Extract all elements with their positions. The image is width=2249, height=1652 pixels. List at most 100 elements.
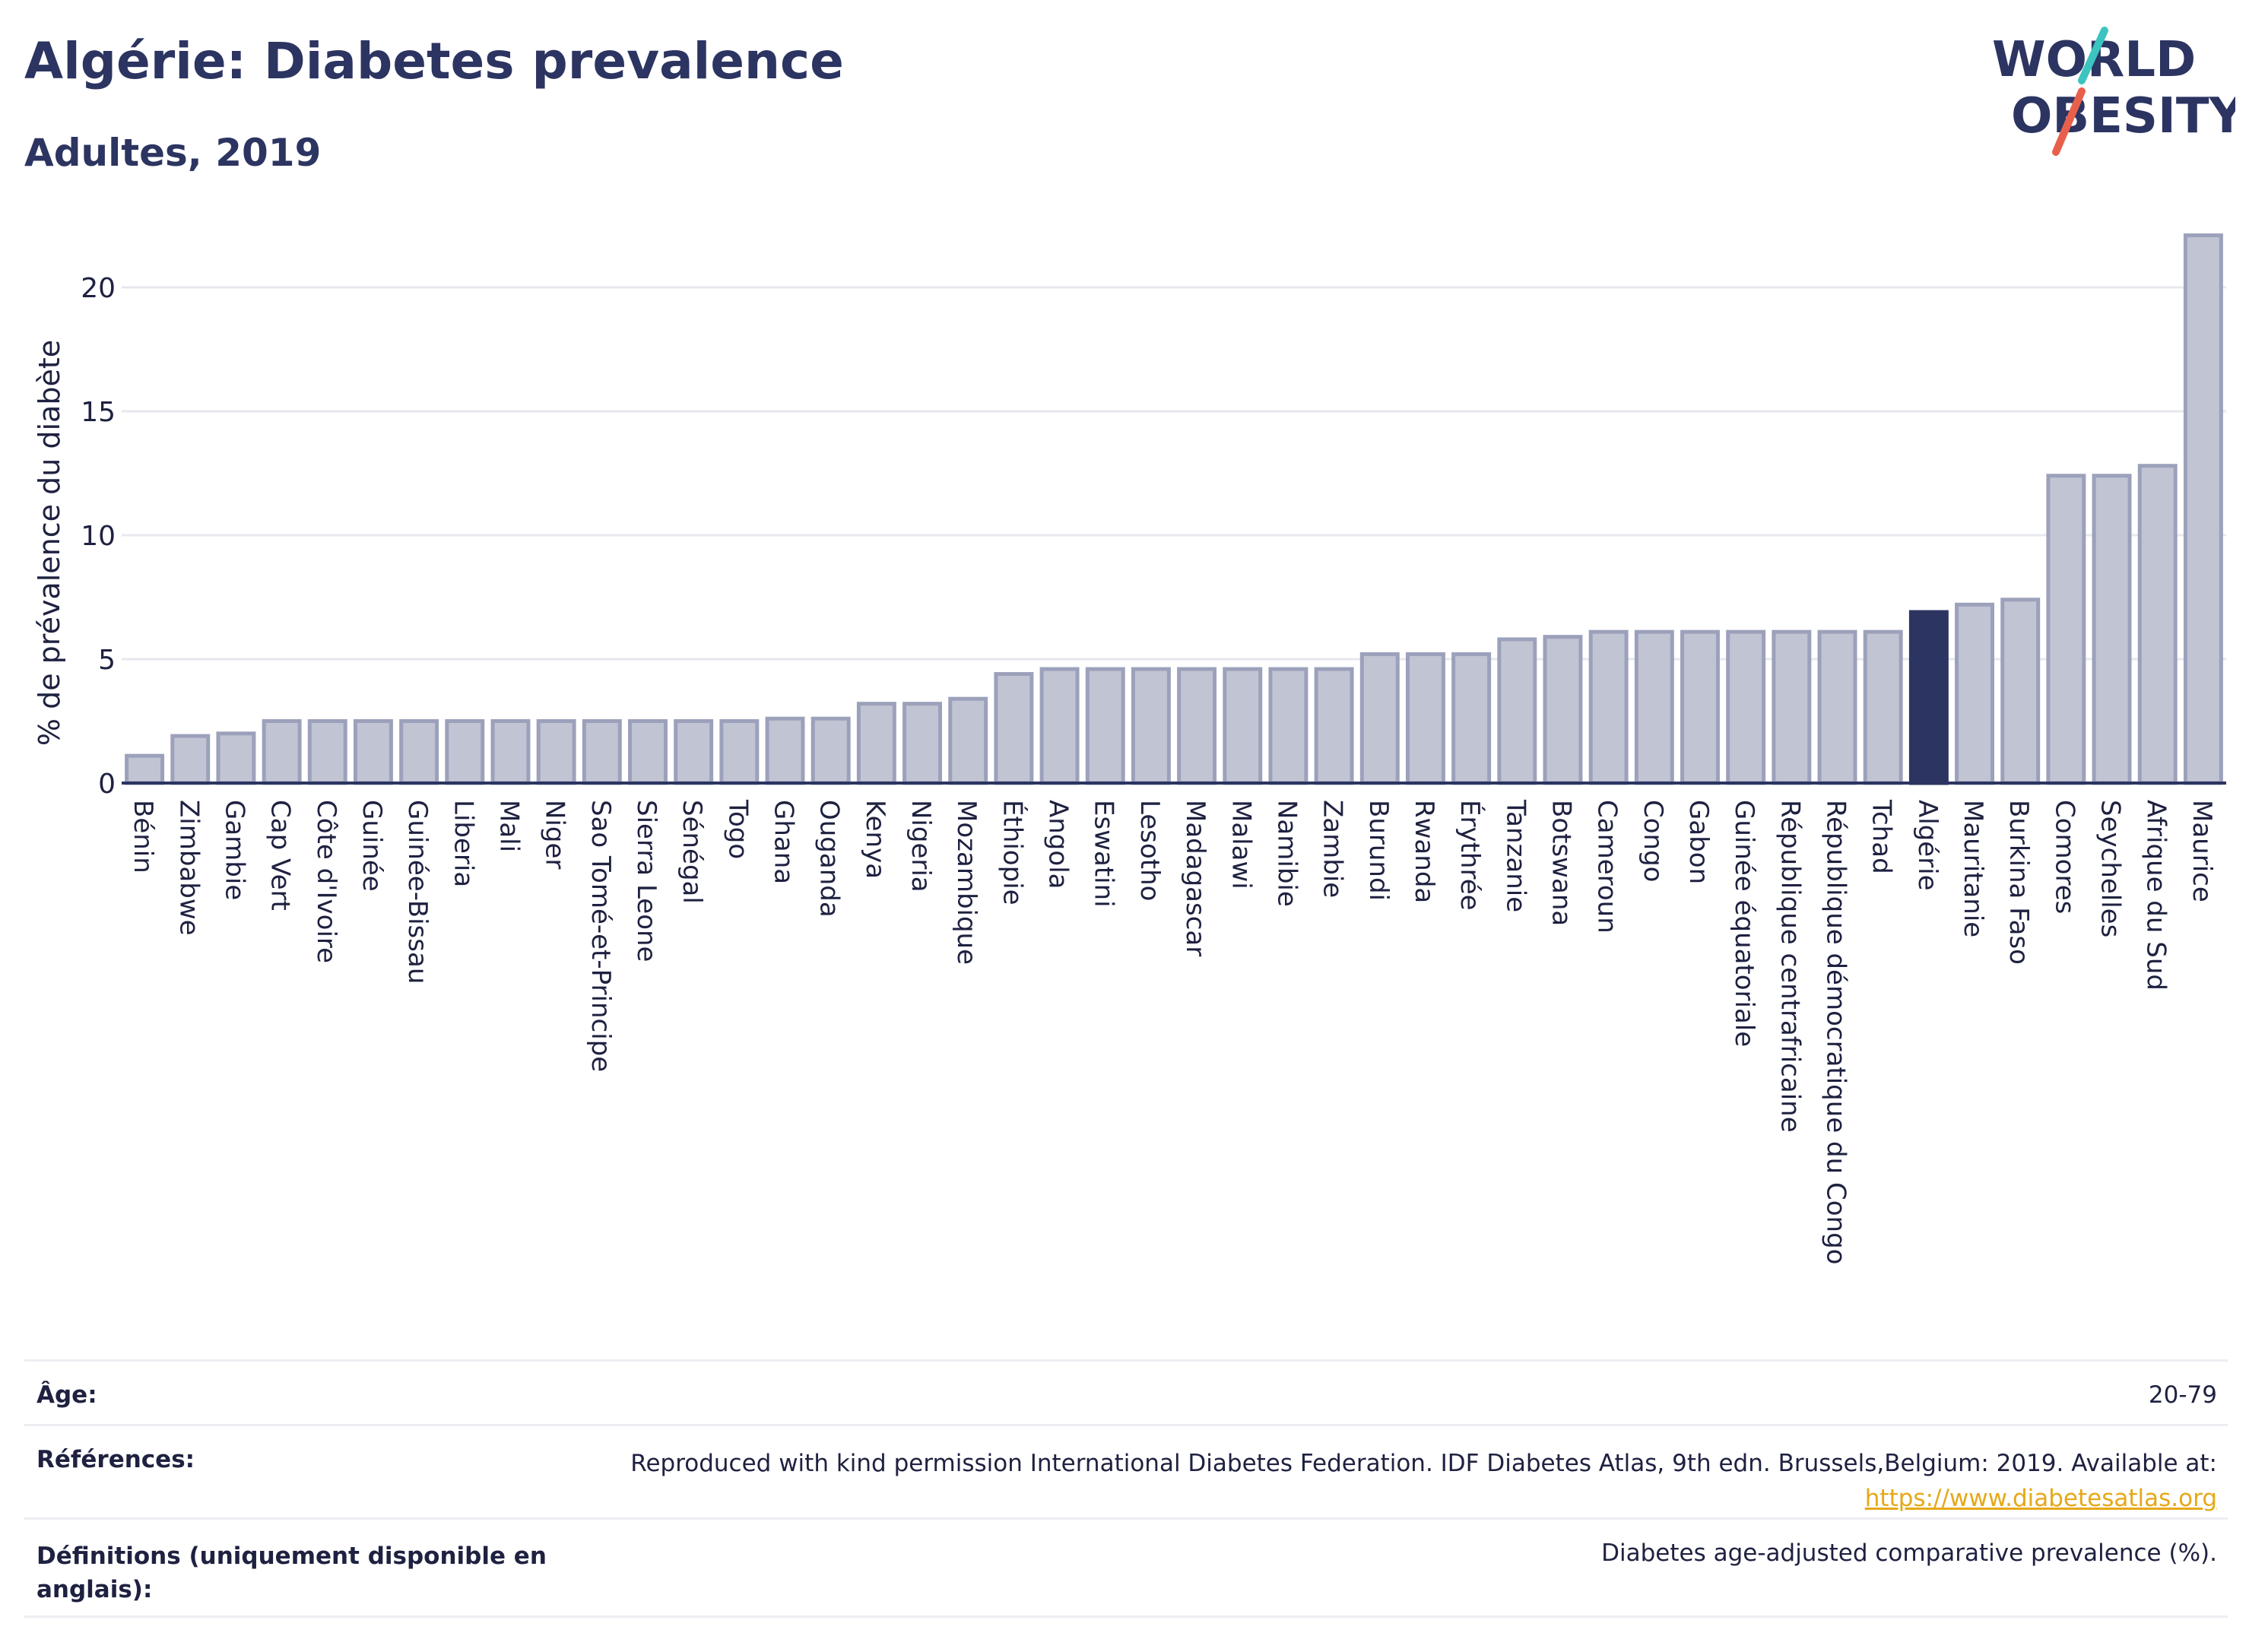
bar[interactable] [1543, 635, 1583, 785]
x-tick-label: Madagascar [1180, 800, 1210, 956]
x-tick-label: Sao Tomé-et-Principe [585, 800, 616, 1072]
bar[interactable] [628, 719, 668, 785]
x-tick-label: Guinée [357, 800, 387, 892]
references-text: Reproduced with kind permission Internat… [630, 1446, 2217, 1516]
bar[interactable] [1131, 667, 1171, 785]
x-tick-label: Sénégal [677, 800, 707, 904]
bar[interactable] [490, 719, 531, 785]
bar[interactable] [170, 734, 211, 785]
bar[interactable] [1314, 667, 1354, 785]
bar[interactable] [125, 753, 165, 785]
references-body: Reproduced with kind permission Internat… [630, 1450, 2217, 1477]
x-tick-label: Tanzanie [1500, 799, 1531, 912]
bar[interactable] [2046, 474, 2086, 785]
logo-slash-teal [2078, 27, 2108, 84]
y-tick-labels: 0 5 10 15 20 [81, 273, 116, 800]
bar[interactable] [307, 719, 347, 785]
bar[interactable] [1817, 629, 1857, 785]
x-tick-label: Bénin [128, 800, 158, 874]
bar[interactable] [856, 702, 896, 785]
bar[interactable] [1085, 667, 1125, 785]
age-value: 20-79 [2148, 1381, 2217, 1409]
bar[interactable] [1588, 629, 1629, 785]
bar[interactable] [674, 719, 714, 785]
x-tick-label: Gabon [1683, 800, 1714, 884]
bar[interactable] [262, 719, 302, 785]
x-tick-label: Zimbabwe [173, 800, 204, 936]
x-tick-label: Mozambique [951, 800, 982, 965]
bar[interactable] [2092, 474, 2132, 785]
x-tick-label: Angola [1043, 800, 1074, 889]
bar[interactable] [216, 731, 256, 785]
bar[interactable] [719, 719, 760, 785]
bar[interactable] [1268, 667, 1308, 785]
x-tick-label: Namibie [1271, 800, 1302, 907]
bar[interactable] [1863, 629, 1903, 785]
y-tick-label: 0 [98, 769, 116, 800]
bar[interactable] [994, 672, 1034, 785]
bar[interactable] [1680, 629, 1720, 785]
footer-table: Âge: 20-79 Références: Reproduced with k… [24, 1359, 2228, 1618]
x-tick-label: Eswatini [1089, 800, 1119, 908]
bars [125, 233, 2223, 785]
x-tick-label: Burkina Faso [2003, 800, 2034, 965]
y-tick-label: 5 [98, 645, 116, 676]
bar[interactable] [1359, 652, 1400, 785]
x-tick-label: Gambie [219, 800, 249, 900]
bar[interactable] [1451, 652, 1492, 785]
footer-row-age: Âge: 20-79 [24, 1359, 2228, 1424]
bar[interactable] [765, 716, 805, 785]
x-tick-label: Sierra Leone [631, 800, 661, 962]
bar[interactable] [445, 719, 485, 785]
bar[interactable] [399, 719, 439, 785]
gridlines [122, 286, 2226, 661]
x-tick-label: Érythrée [1454, 800, 1486, 911]
bar[interactable] [1177, 667, 1217, 785]
x-tick-label: Maurice [2187, 800, 2217, 902]
x-tick-label: Botswana [1546, 800, 1576, 926]
x-tick-label: Togo [722, 799, 753, 859]
bar[interactable] [1497, 637, 1537, 785]
bar[interactable] [1772, 629, 1812, 785]
x-tick-label: Afrique du Sud [2141, 800, 2171, 991]
bar-chart: 0 5 10 15 20 Bénin Zimbabwe Gambie Cap Vert Côte… [33, 233, 2226, 1264]
bar[interactable] [1955, 602, 1995, 785]
bar[interactable] [948, 696, 988, 785]
y-tick-label: 20 [81, 273, 116, 304]
bar[interactable] [582, 719, 622, 785]
x-tick-label: Comores [2049, 800, 2079, 914]
bar[interactable] [1039, 667, 1080, 785]
x-tick-label: Guinée équatoriale [1729, 800, 1759, 1047]
bar[interactable] [810, 716, 851, 785]
x-tick-label: Ghana [769, 800, 799, 884]
bar[interactable] [1405, 652, 1445, 785]
x-tick-label: République démocratique du Congo [1821, 800, 1851, 1264]
x-tick-label: Niger [540, 800, 570, 869]
bar[interactable] [1634, 629, 1674, 785]
bar-highlight[interactable] [1908, 610, 1949, 785]
logo-slash-red [2052, 87, 2086, 156]
x-tick-labels: Bénin Zimbabwe Gambie Cap Vert Côte d'Ivoire… [128, 799, 2217, 1264]
chart-title: Algérie: Diabetes prevalence [24, 32, 844, 90]
bar[interactable] [536, 719, 576, 785]
bar[interactable] [1223, 667, 1263, 785]
x-tick-label: Cap Vert [265, 800, 296, 911]
x-tick-label: Côte d'Ivoire [311, 800, 341, 963]
bar[interactable] [902, 702, 943, 785]
x-tick-label: Malawi [1226, 800, 1256, 889]
definitions-text: Diabetes age-adjusted comparative preval… [1601, 1539, 2217, 1567]
bar[interactable] [353, 719, 393, 785]
y-tick-label: 10 [81, 521, 116, 552]
bar[interactable] [1726, 629, 1766, 785]
references-link[interactable]: https://www.diabetesatlas.org [1864, 1485, 2217, 1512]
world-obesity-logo[interactable]: WORLD OBESITY [1977, 21, 2235, 166]
definitions-label-line2: anglais): [36, 1576, 153, 1603]
x-tick-label: Mauritanie [1958, 800, 1988, 937]
bar[interactable] [2000, 598, 2041, 785]
bar[interactable] [2183, 233, 2223, 785]
x-tick-label: Seychelles [2095, 800, 2126, 937]
x-tick-label: Congo [1638, 800, 1668, 882]
x-tick-label: Kenya [860, 800, 890, 879]
y-tick-label: 15 [81, 397, 116, 428]
bar[interactable] [2137, 464, 2178, 785]
